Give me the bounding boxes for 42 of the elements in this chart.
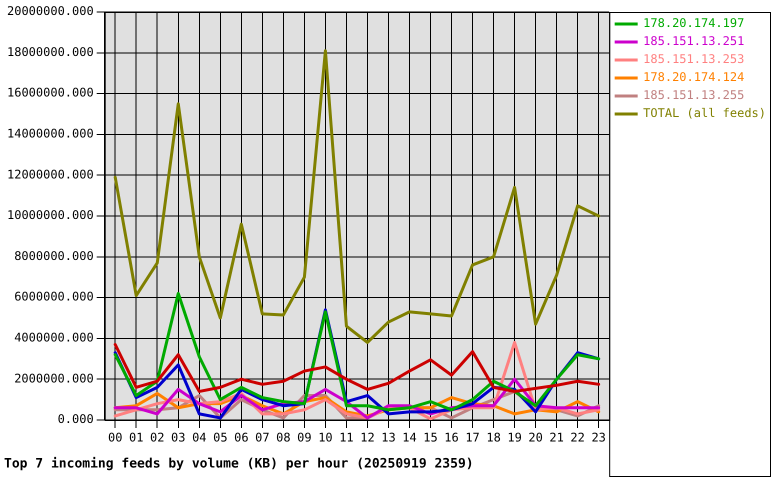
y-tick-label: 18000000.000 [6, 44, 94, 59]
x-tick-label: 13 [381, 430, 396, 444]
x-tick-label: 17 [465, 430, 480, 444]
y-tick-label: 16000000.000 [6, 86, 94, 100]
x-tick-label: 03 [171, 430, 186, 444]
x-tick-label: 16 [444, 430, 459, 444]
y-tick-label: 4000000.000 [14, 330, 94, 345]
x-tick-label: 22 [570, 430, 585, 444]
x-tick-label: 23 [591, 430, 606, 444]
x-tick-label: 04 [192, 430, 207, 444]
y-tick-label: 10000000.000 [6, 208, 94, 222]
x-tick-label: 09 [297, 430, 312, 444]
x-tick-label: 06 [234, 430, 249, 444]
y-tick-label: 20000000.000 [6, 4, 94, 18]
legend-label: TOTAL (all feeds) [643, 106, 766, 120]
y-tick-label: 8000000.000 [14, 248, 94, 263]
x-tick-label: 00 [108, 430, 122, 444]
y-tick-label: 0.000 [58, 412, 94, 426]
x-tick-label: 19 [507, 430, 522, 444]
legend-label: 178.20.174.124 [643, 70, 744, 84]
y-tick-label: 6000000.000 [14, 290, 94, 304]
x-tick-label: 01 [129, 430, 144, 444]
x-tick-label: 12 [360, 430, 375, 444]
x-tick-label: 10 [318, 430, 333, 444]
x-tick-label: 11 [339, 430, 354, 444]
x-tick-label: 08 [276, 430, 291, 444]
x-tick-label: 07 [255, 430, 270, 444]
x-tick-label: 02 [150, 430, 164, 444]
x-tick-label: 20 [528, 430, 543, 444]
legend-label: 185.151.13.253 [643, 52, 744, 66]
y-tick-label: 2000000.000 [14, 371, 94, 386]
legend-label: 185.151.13.255 [643, 88, 744, 102]
y-tick-label: 12000000.000 [6, 167, 94, 182]
x-tick-label: 18 [486, 430, 501, 444]
legend-label: 178.20.174.197 [643, 16, 744, 30]
y-tick-label: 14000000.000 [6, 126, 94, 141]
x-tick-label: 14 [402, 430, 417, 444]
x-tick-label: 21 [549, 430, 564, 444]
text: Top 7 incoming feeds by volume (KB) per hour (20250919 2359) [4, 456, 474, 472]
x-tick-label: 15 [423, 430, 438, 444]
x-tick-label: 05 [213, 430, 228, 444]
legend-label: 185.151.13.251 [643, 34, 744, 48]
